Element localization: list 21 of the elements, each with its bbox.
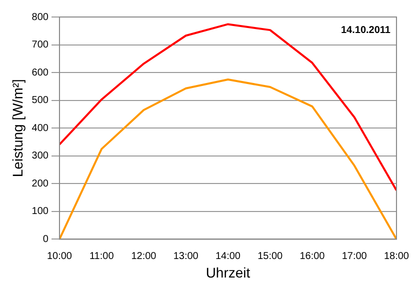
y-tick-label: 500 — [32, 95, 49, 106]
x-tick-label: 17:00 — [342, 250, 368, 262]
x-tick-label: 13:00 — [173, 250, 199, 262]
x-tick-label: 16:00 — [300, 250, 326, 262]
y-tick-label: 200 — [32, 178, 49, 190]
y-tick-label: 800 — [32, 12, 49, 23]
y-tick-label: 600 — [32, 67, 49, 78]
x-tick-label: 14:00 — [215, 250, 241, 262]
y-tick-label: 100 — [32, 206, 49, 218]
y-axis-title: Leistung [W/m²] — [9, 79, 26, 178]
y-tick-label: 300 — [32, 150, 49, 162]
x-axis-title: Uhrzeit — [206, 264, 250, 280]
x-tick-label: 12:00 — [131, 250, 157, 262]
annotation: 14.10.2011 — [340, 24, 391, 36]
y-tick-label: 400 — [32, 122, 49, 134]
y-tick-label: 0 — [42, 234, 49, 245]
x-tick-label: 18:00 — [384, 250, 410, 262]
x-tick-label: 15:00 — [258, 250, 284, 262]
x-tick-label: 10:00 — [46, 250, 72, 262]
x-tick-label: 11:00 — [89, 250, 114, 262]
y-tick-label: 700 — [32, 40, 49, 51]
